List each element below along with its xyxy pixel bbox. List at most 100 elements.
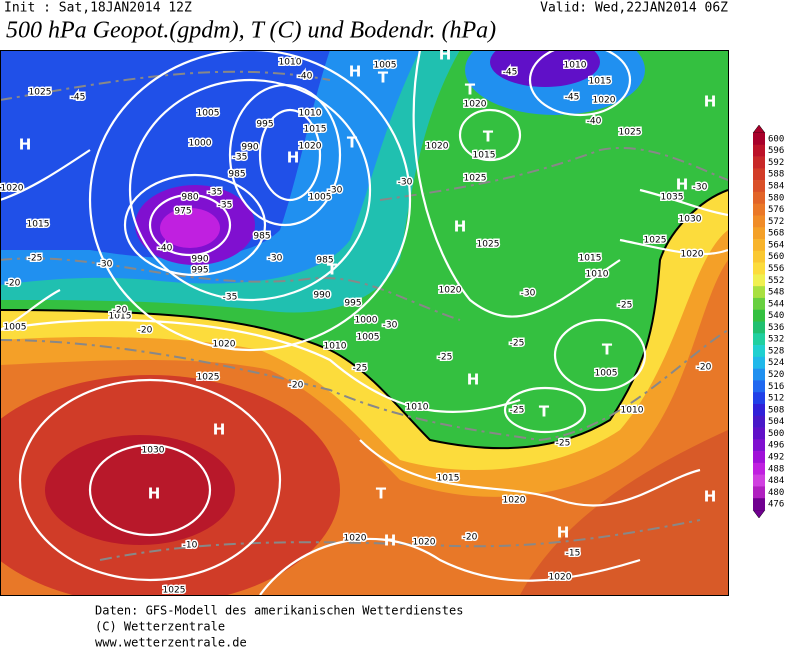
isobar-label: 1020 [549,573,572,583]
isobar-label: 1020 [344,534,367,544]
temperature-label: -45 [71,93,86,103]
colorbar-cell [753,345,765,358]
colorbar-label: 476 [768,500,784,510]
colorbar-cell [753,368,765,381]
pressure-center: T [327,261,338,279]
pressure-center: T [376,485,387,503]
colorbar-label: 496 [768,441,784,451]
isobar-label: 980 [181,193,198,203]
isobar-label: 1015 [579,254,602,264]
isobar-label: 1020 [464,100,487,110]
pressure-center: H [454,218,467,236]
temperature-label: -35 [218,201,233,211]
temperature-label: -30 [383,321,398,331]
colorbar-cell [753,380,765,393]
pressure-center: T [602,341,613,359]
isobar-label: 1030 [142,446,165,456]
colorbar-label: 592 [768,158,784,168]
init-time: Init : Sat,18JAN2014 12Z [4,1,192,16]
temperature-label: -35 [233,153,248,163]
colorbar-label: 552 [768,276,784,286]
temperature-label: -30 [268,254,283,264]
isobar-label: 990 [241,143,258,153]
colorbar-label: 536 [768,323,784,333]
isobar-label: 990 [313,291,330,301]
colorbar-cell [753,180,765,193]
pressure-center: H [439,46,452,64]
pressure-center: T [465,81,476,99]
pressure-center: H [213,421,226,439]
colorbar-cell [753,286,765,299]
colorbar-label: 532 [768,335,784,345]
pressure-center: H [557,524,570,542]
map-field [0,50,728,595]
isobar-label: 1020 [213,340,236,350]
isobar-label: 1015 [473,151,496,161]
pressure-center: H [467,371,480,389]
colorbar-cell [753,321,765,334]
isobar-label: 1005 [197,109,220,119]
temperature-label: -20 [113,306,128,316]
colorbar-cell [753,309,765,322]
temperature-label: -10 [183,541,198,551]
colorbar-label: 560 [768,252,784,262]
isobar-label: 1015 [304,125,327,135]
temperature-label: -40 [298,72,313,82]
isobar-label: 1020 [299,142,322,152]
isobar-label: 1010 [564,61,587,71]
colorbar-cell [753,297,765,311]
pressure-center: T [483,128,494,146]
colorbar-label: 516 [768,382,784,392]
isobar-label: 985 [316,256,333,266]
isobar-label: 1020 [413,538,436,548]
colorbar-label: 528 [768,346,784,356]
isobar-label: 1015 [109,312,132,322]
colorbar-label: 520 [768,370,784,380]
colorbar-label: 492 [768,452,784,462]
colorbar-label: 576 [768,205,784,215]
colorbar-cell [753,168,765,181]
footer-line: www.wetterzentrale.de [95,636,247,649]
colorbar-cell [753,486,765,499]
colorbar-label: 544 [768,299,784,309]
valid-time: Valid: Wed,22JAN2014 06Z [540,1,728,16]
isobar-label: 1025 [464,174,487,184]
pressure-center: H [349,63,362,81]
isobar-label: 1005 [357,333,380,343]
colorbar-cell [753,462,765,475]
temperature-label: -30 [398,178,413,188]
isobar-label: 1010 [586,270,609,280]
temperature-label: -25 [510,406,525,416]
isobar-label: 1020 [681,250,704,260]
temperature-label: -25 [353,364,368,374]
temperature-label: -45 [503,68,518,78]
isobar-label: 995 [191,266,208,276]
pressure-center: T [378,69,389,87]
temperature-label: -15 [566,549,581,559]
temperature-label: -30 [98,260,113,270]
colorbar-label: 564 [768,240,784,250]
temperature-label: -20 [6,279,21,289]
isobar-label: 1015 [437,474,460,484]
map-border [0,50,729,596]
colorbar-tip [752,124,766,134]
temperature-label: -35 [223,293,238,303]
colorbar-label: 480 [768,488,784,498]
isobar-label: 1010 [279,58,302,68]
isobar-label: 1020 [503,496,526,506]
colorbar-cell [753,203,765,216]
isobar-label: 1020 [593,96,616,106]
colorbar-tip [752,509,766,519]
colorbar-label: 484 [768,476,784,486]
colorbar-cell [753,392,765,405]
isobar-label: 985 [228,170,245,180]
isobar-label: 1005 [309,193,332,203]
temperature-label: -25 [438,353,453,363]
colorbar-cell [753,356,765,369]
isobar-label: 1025 [619,128,642,138]
colorbar-cell [753,156,765,169]
temperature-label: -25 [28,254,43,264]
pressure-center: T [347,134,358,152]
temperature-label: -30 [521,289,536,299]
temperature-label: -20 [138,326,153,336]
